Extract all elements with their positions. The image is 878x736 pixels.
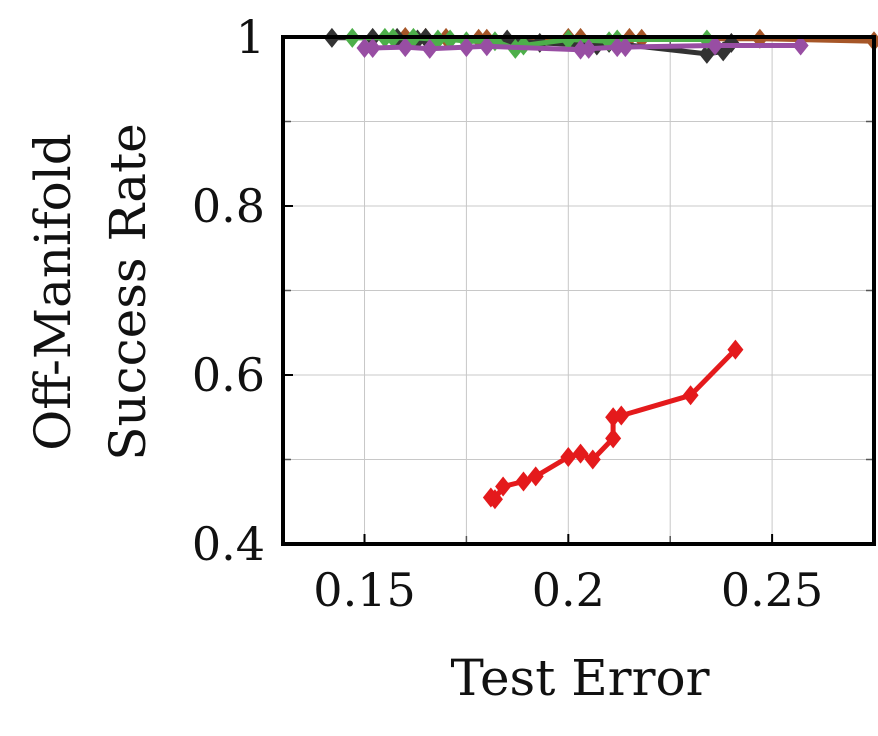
y-axis-title: Off-Manifold Success Rate (24, 123, 157, 461)
data-point (580, 38, 597, 59)
y-axis-title-line2: Success Rate (99, 123, 157, 461)
data-point (613, 405, 630, 426)
series-layer (323, 27, 878, 510)
data-point (515, 471, 532, 492)
y-tick-label: 1 (236, 10, 265, 64)
data-point (609, 37, 626, 58)
plot-frame (281, 35, 876, 546)
x-tick-label: 0.25 (721, 563, 823, 617)
data-point (727, 339, 744, 360)
series-0 (482, 339, 744, 510)
data-point (421, 38, 438, 59)
data-point (356, 37, 373, 58)
data-point (584, 449, 601, 470)
y-tick-label: 0.4 (192, 517, 265, 571)
data-point (397, 37, 414, 58)
data-point (458, 37, 475, 58)
data-point (560, 446, 577, 467)
data-point (495, 476, 512, 497)
data-point (560, 29, 577, 50)
data-point (527, 466, 544, 487)
data-point (478, 36, 495, 57)
data-point (486, 489, 503, 510)
data-point (792, 35, 809, 56)
x-tick-label: 0.15 (313, 563, 415, 617)
data-point (442, 29, 459, 50)
data-point (605, 428, 622, 449)
x-axis-title: Test Error (450, 649, 709, 707)
data-point (364, 37, 381, 58)
data-point (617, 37, 634, 58)
grid (283, 37, 874, 544)
data-point (682, 385, 699, 406)
x-ticks: 0.15 0.2 0.25 (313, 534, 823, 617)
y-tick-label: 0.6 (192, 348, 265, 402)
data-point (572, 443, 589, 464)
y-axis-title-line1: Off-Manifold (24, 133, 82, 450)
y-ticks: 0.4 0.6 0.8 1 (192, 10, 293, 571)
x-tick-label: 0.2 (532, 563, 605, 617)
y-tick-label: 0.8 (192, 179, 265, 233)
series-4 (356, 35, 809, 60)
data-point (707, 35, 724, 56)
